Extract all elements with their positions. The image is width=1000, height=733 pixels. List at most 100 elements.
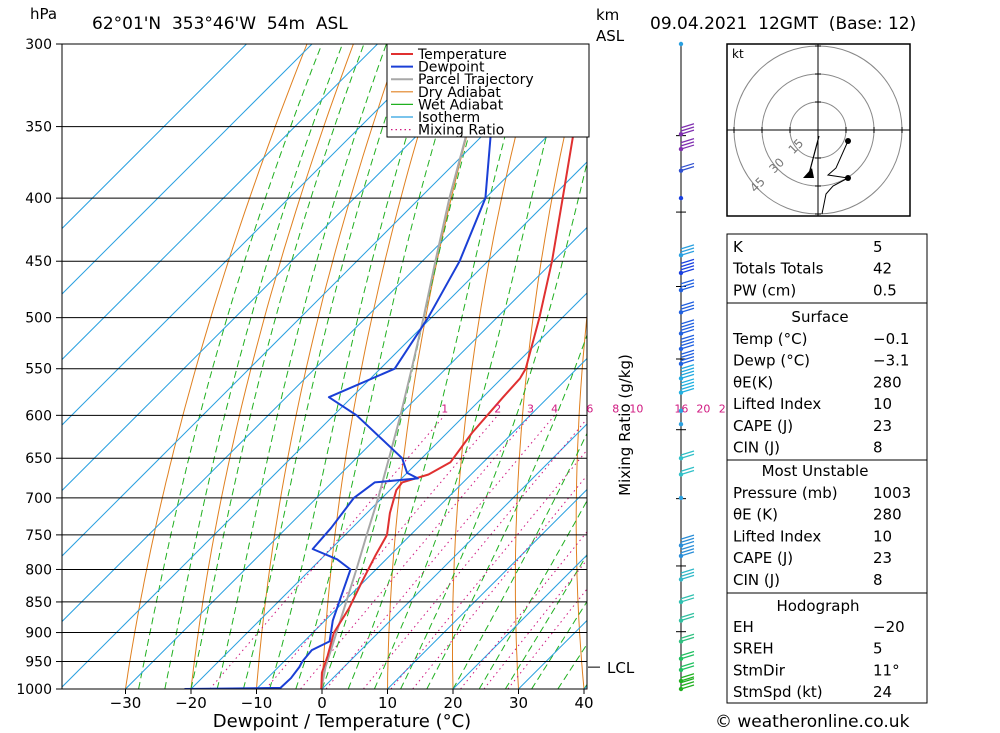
isotherm-line (387, 488, 587, 689)
wind-barb-flag (680, 301, 695, 307)
most-unstable-index-value: 8 (873, 571, 883, 589)
legend-entry: Parcel Trajectory (418, 72, 534, 88)
most-unstable-index-value: 10 (873, 527, 892, 545)
wind-barb-flag (680, 367, 695, 373)
wind-barb-flag (680, 282, 695, 288)
pressure-tick-label: 650 (25, 451, 52, 467)
surface-title: Surface (791, 308, 848, 326)
height-unit-label: km (596, 6, 619, 24)
temperature-axis: −30 −20 −10 0 10 20 30 40 (110, 689, 594, 712)
wind-barb-flag (680, 370, 695, 376)
temperature-tick-label: −10 (241, 694, 273, 712)
wind-barb-flag (680, 322, 695, 328)
wind-barb-flag (680, 571, 695, 577)
wind-barb-flag (680, 244, 695, 250)
surface-index-value: 280 (873, 373, 902, 391)
wind-barb-flag (680, 650, 695, 657)
valid-datetime: 09.04.2021 12GMT (Base: 12) (650, 14, 916, 34)
wind-barb-column (676, 41, 695, 692)
pressure-tick-label: 300 (25, 37, 52, 53)
wind-barb-flag (680, 469, 695, 476)
wind-barb-flag (680, 129, 695, 135)
wind-barb-flag (680, 681, 695, 687)
wind-barb-flag (680, 574, 695, 581)
wind-barb-flag (680, 568, 695, 574)
wind-barb-flag (680, 615, 695, 622)
mixing-ratio-label: 8 (612, 402, 619, 415)
most-unstable-index-label: Lifted Index (733, 527, 821, 545)
wind-level-dot (678, 41, 684, 47)
hodograph-index-label: StmDir (733, 661, 786, 679)
mixing-ratio-lines (209, 414, 587, 689)
isobars (62, 44, 587, 689)
pressure-tick-label: 350 (25, 120, 52, 136)
general-index-value: 0.5 (873, 281, 897, 299)
wind-barb-flag (680, 537, 695, 543)
wind-barb-flag (680, 597, 695, 603)
wind-barb-flag (680, 261, 695, 268)
pressure-tick-label: 950 (25, 655, 52, 671)
surface-index-value: −0.1 (873, 330, 909, 348)
isotherm-line (190, 292, 587, 689)
mixing-ratio-label: 2 (494, 402, 501, 415)
dry-adiabat-line (125, 44, 308, 689)
pressure-tick-label: 550 (25, 362, 52, 378)
temperature-tick-label: −30 (110, 694, 142, 712)
wind-barb-flag (680, 665, 695, 671)
wind-barb-flag (680, 356, 695, 362)
isotherm-line (62, 44, 313, 295)
wet-adiabat-line (216, 44, 387, 689)
wind-barb-flag (680, 684, 695, 690)
wind-barb-flag (680, 328, 695, 335)
mixing-ratio-line (209, 414, 446, 689)
isotherm-line (256, 357, 587, 689)
most-unstable-index-label: θE (K) (733, 506, 778, 524)
pressure-tick-label: 900 (25, 626, 52, 642)
skewt-plot-area (62, 44, 587, 689)
hodograph-index-value: 5 (873, 640, 883, 658)
wind-barb-flag (680, 544, 695, 551)
wet-adiabat-line (531, 600, 587, 689)
wind-barb-flag (680, 123, 695, 129)
wind-barb-flag (680, 144, 695, 150)
wind-barb-flag (680, 381, 695, 387)
most-unstable-box (726, 459, 928, 594)
copyright-notice: © weatheronline.co.uk (715, 712, 910, 732)
wind-barb-flag (680, 138, 695, 144)
station-location: 62°01'N 353°46'W 54m ASL (92, 14, 348, 34)
wind-barb-flag (680, 285, 695, 291)
wind-barb-flag (680, 673, 695, 679)
x-axis-title: Dewpoint / Temperature (°C) (213, 711, 471, 732)
most-unstable-title: Most Unstable (762, 462, 869, 480)
surface-index-label: θE(K) (733, 373, 773, 391)
hodograph-index-label: SREH (733, 640, 774, 658)
wind-barb-flag (680, 364, 695, 370)
wind-barb-flag (680, 548, 695, 554)
most-unstable-index-label: CIN (J) (733, 571, 780, 589)
wind-barb-flag (680, 373, 695, 379)
wind-barb-flag (680, 341, 695, 347)
mixing-ratio-label: 3 (527, 402, 534, 415)
isotherm-line (62, 44, 247, 230)
wind-barb-flag (680, 250, 695, 256)
legend-entry: Dewpoint (418, 60, 485, 76)
wind-barb-flag (680, 352, 695, 359)
general-index-label: PW (cm) (733, 281, 796, 299)
wind-barb-flag (680, 334, 695, 340)
height-unit-label-asl: ASL (596, 27, 625, 45)
temperature-tick-label: 20 (443, 694, 462, 712)
surface-index-value: 10 (873, 395, 892, 413)
wind-barb-flag (680, 612, 695, 618)
wind-barb-flag (680, 141, 695, 147)
isotherm-line (62, 44, 444, 426)
dry-adiabat-line (321, 44, 447, 689)
surface-index-label: Dewp (°C) (733, 352, 810, 370)
wind-barb-flag (680, 307, 695, 313)
mixing-ratio-label: 6 (586, 402, 593, 415)
wet-adiabat-line (295, 44, 465, 689)
surface-index-label: Temp (°C) (732, 330, 807, 348)
general-index-value: 42 (873, 260, 892, 278)
mixing-ratio-label: 1 (441, 402, 448, 415)
